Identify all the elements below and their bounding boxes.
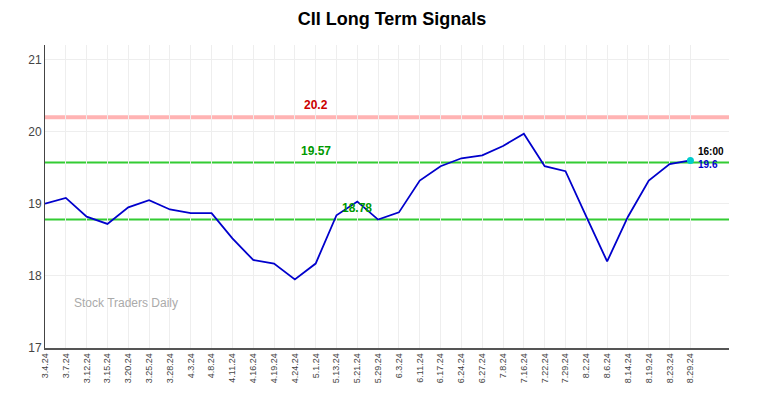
svg-text:7.29.24: 7.29.24 <box>560 353 570 383</box>
svg-text:8.19.24: 8.19.24 <box>644 353 654 383</box>
svg-text:16:00: 16:00 <box>698 146 724 157</box>
svg-text:19.57: 19.57 <box>301 144 331 158</box>
svg-text:Stock Traders Daily: Stock Traders Daily <box>74 296 178 310</box>
svg-text:7.22.24: 7.22.24 <box>540 353 550 383</box>
svg-text:3.4.24: 3.4.24 <box>40 353 50 378</box>
svg-text:6.27.24: 6.27.24 <box>477 353 487 383</box>
svg-text:6.11.24: 6.11.24 <box>415 353 425 382</box>
svg-text:18: 18 <box>28 269 42 283</box>
svg-text:3.20.24: 3.20.24 <box>123 353 133 383</box>
svg-text:20.2: 20.2 <box>304 98 328 112</box>
svg-text:CII Long Term Signals: CII Long Term Signals <box>298 9 487 29</box>
svg-text:4.11.24: 4.11.24 <box>227 353 237 382</box>
svg-text:6.3.24: 6.3.24 <box>394 353 404 378</box>
svg-text:5.21.24: 5.21.24 <box>352 353 362 383</box>
svg-text:3.12.24: 3.12.24 <box>82 353 92 383</box>
svg-text:5.13.24: 5.13.24 <box>331 353 341 383</box>
svg-text:8.2.24: 8.2.24 <box>581 353 591 378</box>
svg-text:3.15.24: 3.15.24 <box>102 353 112 383</box>
svg-text:8.23.24: 8.23.24 <box>665 353 675 383</box>
svg-text:19: 19 <box>28 197 42 211</box>
svg-text:17: 17 <box>28 341 42 355</box>
svg-text:7.16.24: 7.16.24 <box>519 353 529 383</box>
svg-text:5.29.24: 5.29.24 <box>373 353 383 383</box>
svg-text:4.8.24: 4.8.24 <box>206 353 216 378</box>
svg-text:20: 20 <box>28 125 42 139</box>
svg-text:5.1.24: 5.1.24 <box>311 353 321 378</box>
svg-text:4.3.24: 4.3.24 <box>186 353 196 378</box>
svg-text:6.17.24: 6.17.24 <box>436 353 446 383</box>
svg-text:4.24.24: 4.24.24 <box>290 353 300 383</box>
svg-text:6.24.24: 6.24.24 <box>456 353 466 383</box>
svg-text:18.78: 18.78 <box>342 201 372 215</box>
svg-text:8.29.24: 8.29.24 <box>685 353 695 383</box>
svg-text:3.25.24: 3.25.24 <box>144 353 154 383</box>
svg-text:8.14.24: 8.14.24 <box>623 353 633 383</box>
svg-text:8.6.24: 8.6.24 <box>602 353 612 378</box>
svg-text:7.8.24: 7.8.24 <box>498 353 508 378</box>
svg-text:3.28.24: 3.28.24 <box>165 353 175 383</box>
svg-text:21: 21 <box>28 53 42 67</box>
svg-text:4.19.24: 4.19.24 <box>269 353 279 383</box>
svg-text:19.6: 19.6 <box>698 159 718 170</box>
svg-text:3.7.24: 3.7.24 <box>61 353 71 378</box>
svg-text:4.16.24: 4.16.24 <box>248 353 258 383</box>
